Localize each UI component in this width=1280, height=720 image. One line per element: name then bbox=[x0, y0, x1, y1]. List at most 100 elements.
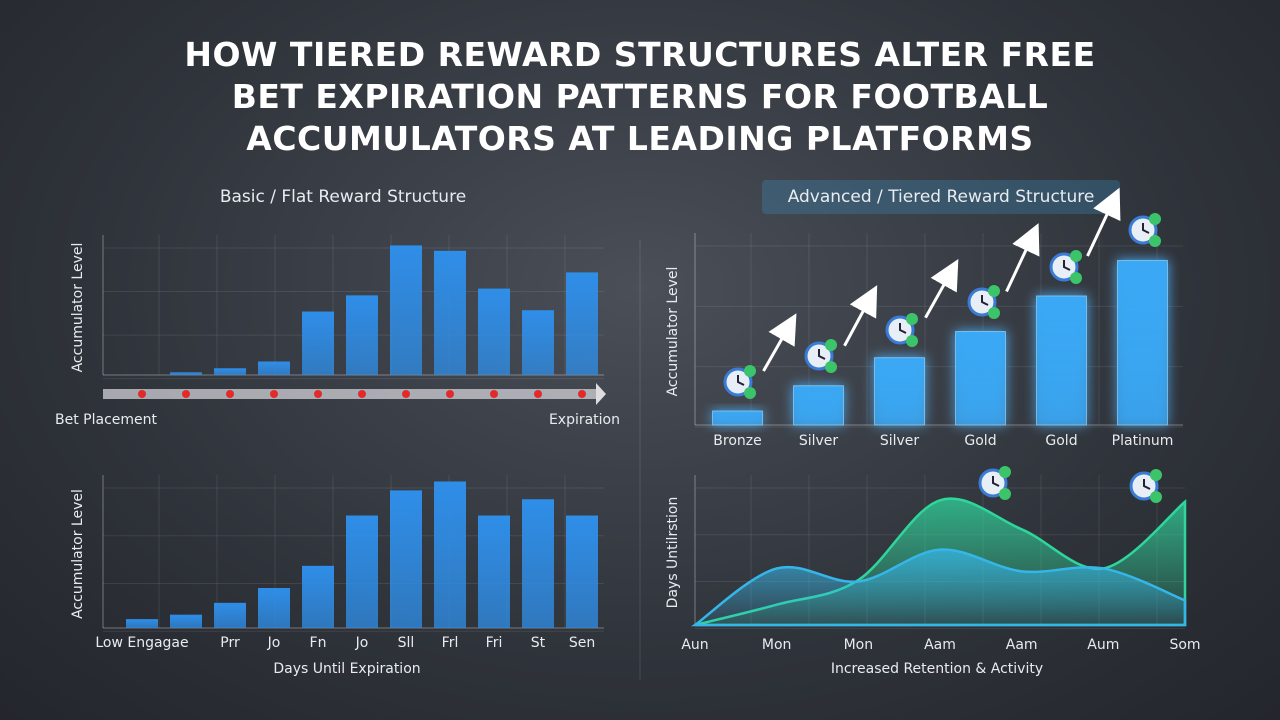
bar bbox=[478, 288, 510, 375]
x-tick-label: Aun bbox=[681, 637, 708, 653]
x-tick-label: Sen bbox=[569, 635, 595, 651]
check-badge bbox=[1070, 250, 1082, 262]
timeline-dot bbox=[270, 390, 278, 398]
check-badge bbox=[1149, 213, 1161, 225]
timeline-dot bbox=[578, 390, 586, 398]
bar bbox=[346, 295, 378, 375]
trend-arrow bbox=[924, 259, 959, 319]
x-tick-label: Som bbox=[1169, 637, 1200, 653]
clock-hands bbox=[899, 323, 907, 334]
bar bbox=[566, 515, 598, 628]
check-badge bbox=[825, 361, 837, 373]
check-badge bbox=[906, 313, 918, 325]
check-badge bbox=[825, 339, 837, 351]
bar bbox=[522, 499, 554, 628]
timeline-dot bbox=[138, 390, 146, 398]
x-tick-label: Mon bbox=[844, 637, 874, 653]
timeline-dot bbox=[182, 390, 190, 398]
timeline-end: Expiration bbox=[549, 412, 620, 428]
check-badge bbox=[906, 335, 918, 347]
bar bbox=[478, 515, 510, 628]
x-tick-label: Silver bbox=[799, 433, 839, 449]
panel-title: Basic / Flat Reward Structure bbox=[220, 187, 466, 207]
trend-arrow bbox=[1005, 223, 1040, 293]
check-badge bbox=[1150, 491, 1162, 503]
x-axis-label: Increased Retention & Activity bbox=[831, 661, 1043, 677]
bar bbox=[522, 310, 554, 375]
bar bbox=[390, 245, 422, 375]
clock-hands bbox=[737, 375, 745, 386]
clock-hands bbox=[818, 349, 826, 360]
x-tick-label: Prr bbox=[220, 635, 240, 651]
bar bbox=[302, 565, 334, 628]
y-axis-label: Accumulator Level bbox=[70, 489, 86, 619]
bar bbox=[434, 250, 466, 375]
title-highlight bbox=[762, 180, 1120, 214]
x-tick-label: Platinum bbox=[1112, 433, 1174, 449]
timeline-dot bbox=[226, 390, 234, 398]
bar bbox=[566, 272, 598, 375]
bar bbox=[214, 368, 246, 375]
timeline-dot bbox=[534, 390, 542, 398]
panel-title: Advanced / Tiered Reward Structure bbox=[788, 187, 1095, 207]
bar bbox=[874, 357, 925, 426]
bar bbox=[712, 410, 763, 426]
page-title: HOW TIERED REWARD STRUCTURES ALTER FREE … bbox=[184, 35, 1096, 158]
x-tick-label: Mon bbox=[762, 637, 792, 653]
check-badge bbox=[988, 285, 1000, 297]
x-tick-label: Sll bbox=[398, 635, 415, 651]
clock-hands bbox=[992, 476, 1000, 487]
x-tick-label: Fri bbox=[486, 635, 503, 651]
area bbox=[691, 548, 1187, 627]
clock-hands bbox=[1143, 479, 1151, 490]
bar bbox=[302, 311, 334, 375]
x-tick-label: Low Engagae bbox=[95, 635, 188, 651]
bar bbox=[390, 490, 422, 628]
bar bbox=[793, 385, 844, 426]
timeline-dot bbox=[402, 390, 410, 398]
timeline-arrow bbox=[596, 383, 606, 405]
trend-arrow bbox=[1086, 187, 1121, 257]
timeline-dot bbox=[314, 390, 322, 398]
bar bbox=[346, 515, 378, 628]
check-badge bbox=[999, 488, 1011, 500]
check-badge bbox=[744, 365, 756, 377]
y-axis-label: Days Untilrstion bbox=[665, 497, 681, 609]
bar bbox=[214, 602, 246, 628]
x-tick-label: Gold bbox=[964, 433, 996, 449]
x-tick-label: Aum bbox=[1087, 637, 1119, 653]
x-tick-label: Jo bbox=[267, 635, 281, 651]
trend-arrow bbox=[843, 285, 878, 347]
clock-hands bbox=[1142, 223, 1150, 234]
timeline-start: Bet Placement bbox=[55, 412, 158, 428]
check-badge bbox=[1150, 469, 1162, 481]
x-tick-label: Gold bbox=[1045, 433, 1077, 449]
bar bbox=[258, 588, 290, 628]
bar bbox=[955, 331, 1006, 426]
clock-hands bbox=[981, 295, 989, 306]
bar bbox=[1036, 295, 1087, 426]
timeline-dot bbox=[358, 390, 366, 398]
x-tick-label: Silver bbox=[880, 433, 920, 449]
y-axis-label: Accumulator Level bbox=[70, 243, 86, 373]
x-tick-label: Fn bbox=[310, 635, 327, 651]
x-tick-label: Jo bbox=[355, 635, 369, 651]
bar bbox=[170, 372, 202, 375]
check-badge bbox=[999, 466, 1011, 478]
clock-icons bbox=[723, 213, 1162, 503]
check-badge bbox=[1149, 235, 1161, 247]
clock-hands bbox=[1063, 260, 1071, 271]
timeline-dot bbox=[446, 390, 454, 398]
x-tick-label: Bronze bbox=[713, 433, 761, 449]
trend-arrow bbox=[762, 313, 797, 372]
bar bbox=[1117, 259, 1168, 426]
y-axis-label: Accumulator Level bbox=[665, 267, 681, 397]
bar bbox=[434, 481, 466, 628]
bar bbox=[126, 619, 158, 628]
check-badge bbox=[1070, 272, 1082, 284]
bar bbox=[258, 361, 290, 375]
x-axis-label: Days Until Expiration bbox=[273, 661, 420, 677]
x-tick-label: Aam bbox=[924, 637, 956, 653]
